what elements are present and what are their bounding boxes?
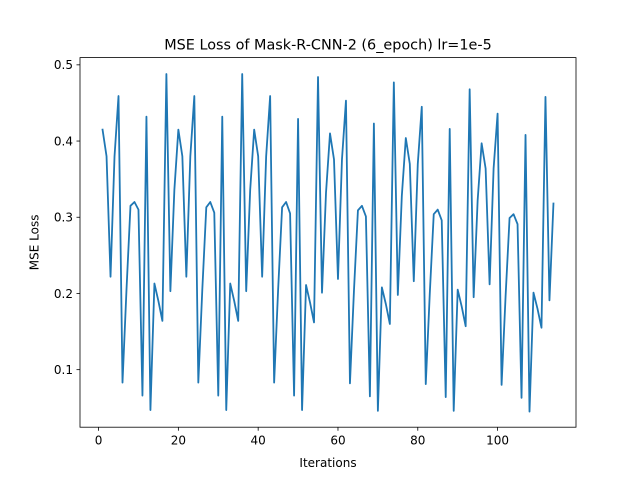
x-tick-label: 100 — [486, 434, 509, 448]
chart-title: MSE Loss of Mask-R-CNN-2 (6_epoch) lr=1e… — [164, 38, 491, 54]
y-tick-label: 0.3 — [54, 211, 73, 225]
series-layer — [101, 73, 555, 413]
x-axis: 0 20 40 60 80 100 — [95, 427, 509, 448]
x-axis-label: Iterations — [299, 456, 356, 470]
y-tick-label: 0.2 — [54, 287, 73, 301]
y-axis: 0.1 0.2 0.3 0.4 0.5 — [54, 58, 80, 377]
y-tick-label: 0.4 — [54, 134, 73, 148]
y-tick-label: 0.1 — [54, 363, 73, 377]
y-axis-label: MSE Loss — [28, 215, 42, 271]
x-tick-label: 0 — [95, 434, 103, 448]
series-line — [101, 73, 555, 413]
plot-frame — [79, 57, 577, 428]
x-tick-label: 20 — [171, 434, 186, 448]
x-tick-label: 60 — [330, 434, 345, 448]
x-tick-label: 40 — [251, 434, 266, 448]
y-tick-label: 0.5 — [54, 58, 73, 72]
x-tick-label: 80 — [410, 434, 425, 448]
